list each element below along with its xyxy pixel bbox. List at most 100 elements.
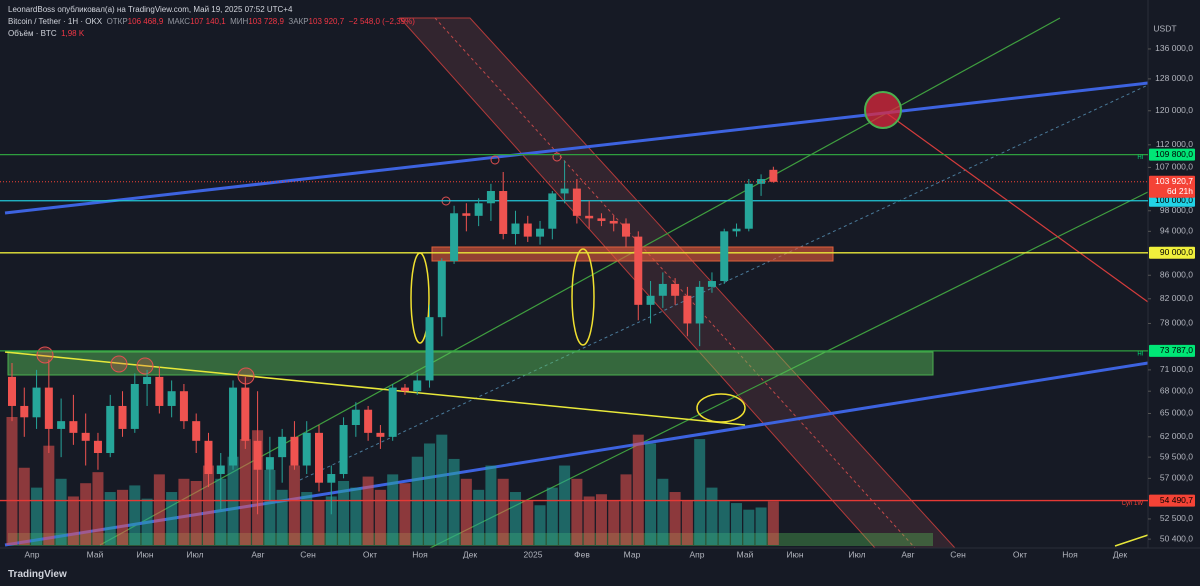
price-tag xyxy=(1149,344,1195,357)
x-tick-label: Май xyxy=(737,549,754,559)
y-tick-label: 128 000,0 xyxy=(1155,73,1193,83)
y-tick-label: 52 500,0 xyxy=(1160,513,1193,523)
candle-body xyxy=(155,376,164,406)
volume-bar xyxy=(301,492,313,545)
volume-bar xyxy=(694,439,706,545)
price-tag-label: 73 787,0 xyxy=(1160,345,1193,355)
candle-body xyxy=(548,193,557,229)
volume-bar xyxy=(645,443,657,545)
label: ЗАКР xyxy=(288,17,309,26)
y-tick-label: 98 000,0 xyxy=(1160,205,1193,215)
y-tick-label: 82 000,0 xyxy=(1160,293,1193,303)
candle-body xyxy=(757,179,766,184)
candle-body xyxy=(683,295,692,324)
candle-body xyxy=(179,391,188,422)
volume-bar xyxy=(202,465,214,545)
candle-body xyxy=(450,213,459,262)
x-tick-label: Сен xyxy=(300,549,316,559)
marker-circle xyxy=(552,152,562,162)
candle-body xyxy=(351,409,360,426)
logo[interactable]: TradingView xyxy=(8,569,67,580)
candle-body xyxy=(671,283,680,296)
ohlc-line: Bitcoin / Tether · 1Н · OKX ОТКР106 468,… xyxy=(8,16,415,28)
volume-bar xyxy=(92,472,104,545)
volume-bar xyxy=(141,498,153,545)
x-tick-label: Дек xyxy=(463,549,477,559)
y-tick-label: 107 000,0 xyxy=(1155,162,1193,172)
volume-bar xyxy=(681,500,693,545)
volume-bar xyxy=(350,487,362,545)
candle-body xyxy=(253,440,262,470)
y-tick-label: 94 000,0 xyxy=(1160,226,1193,236)
author-line: LeonardBoss опубликовал(а) на TradingVie… xyxy=(8,5,293,14)
volume-line: Объём · BTC 1,98 K xyxy=(8,28,415,40)
marker-circle xyxy=(36,346,54,364)
candle-body xyxy=(241,387,250,441)
yellow-trend xyxy=(4,351,746,426)
price-tag-label: 103 920,7 xyxy=(1155,176,1193,186)
candle-body xyxy=(437,261,446,318)
volume-bar xyxy=(767,501,779,545)
candle-body xyxy=(462,213,471,216)
candle-body xyxy=(609,220,618,224)
countdown: 6d 21h xyxy=(1167,186,1193,196)
volume-bar xyxy=(31,487,43,545)
volume-bar xyxy=(424,443,436,545)
volume-bar xyxy=(608,500,620,545)
volume-bar xyxy=(522,500,534,545)
volume-bar xyxy=(583,496,595,545)
volume-bar xyxy=(731,503,743,545)
y-tick-label: 78 000,0 xyxy=(1160,318,1193,328)
candle-body xyxy=(388,387,397,437)
volume-bar xyxy=(264,469,276,545)
x-tick-label: Дек xyxy=(1113,549,1127,559)
level-note: Hl xyxy=(1137,155,1143,161)
volume-bar xyxy=(178,478,190,545)
y-tick-label: 65 000,0 xyxy=(1160,408,1193,418)
candle-body xyxy=(744,183,753,229)
volume-bar xyxy=(387,474,399,545)
x-tick-label: Ноя xyxy=(412,549,428,559)
volume-bar xyxy=(104,492,116,545)
price-tag xyxy=(1149,494,1195,507)
volume-bar xyxy=(534,505,546,545)
value: 106 468,9 xyxy=(127,17,164,26)
candle-body xyxy=(474,203,483,216)
volume-bar xyxy=(509,492,521,545)
x-tick-label: Май xyxy=(87,549,104,559)
y-tick-label: 57 000,0 xyxy=(1160,473,1193,483)
candle-body xyxy=(93,440,102,454)
price-tag-label: 90 000,0 xyxy=(1160,247,1193,257)
volume-bar xyxy=(153,474,165,545)
x-tick-label: Июн xyxy=(786,549,803,559)
candle-body xyxy=(69,421,78,433)
volume-bar xyxy=(706,487,718,545)
target-circle xyxy=(864,91,902,129)
yellow-trend-2 xyxy=(1114,534,1149,547)
volume-bar xyxy=(215,478,227,545)
candle-body xyxy=(536,228,545,237)
y-tick-label: 59 500,0 xyxy=(1160,451,1193,461)
x-tick-label: Сен xyxy=(950,549,966,559)
candle-body xyxy=(597,218,606,221)
x-tick-label: Июл xyxy=(186,549,203,559)
label: МАКС xyxy=(167,17,191,26)
x-tick-label: Авг xyxy=(901,549,914,559)
volume-bar xyxy=(620,474,632,545)
x-tick-label: Мар xyxy=(624,549,641,559)
candle-body xyxy=(364,409,373,433)
marker-circle xyxy=(490,155,500,165)
candle-body xyxy=(400,387,409,392)
y-tick-label: 62 000,0 xyxy=(1160,431,1193,441)
volume-bar xyxy=(18,467,30,545)
volume-bar xyxy=(117,489,129,545)
yellow-ellipse xyxy=(696,393,746,423)
candle-body xyxy=(622,223,630,237)
volume-bar xyxy=(43,445,55,545)
candle-body xyxy=(413,380,422,392)
volume-bar xyxy=(67,496,79,545)
candle-body xyxy=(278,436,287,458)
volume-bar xyxy=(55,478,67,545)
candle-body xyxy=(265,457,274,470)
